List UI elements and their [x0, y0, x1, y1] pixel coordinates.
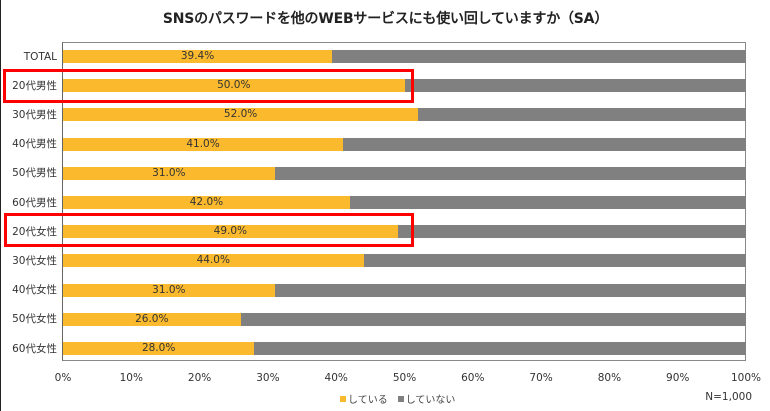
- category-label: 40代男性: [12, 138, 57, 151]
- x-tick-label: 40%: [324, 372, 348, 384]
- bar-segment-no: [404, 79, 746, 93]
- stacked-bar: 50.0%: [63, 79, 746, 93]
- bar-segment-no: [274, 283, 746, 297]
- bar-segment-no: [418, 108, 746, 122]
- category-label: 60代男性: [12, 196, 57, 209]
- stacked-bar: 49.0%: [63, 225, 746, 239]
- x-tick-label: 0%: [54, 372, 72, 384]
- bar-segment-no: [363, 254, 746, 268]
- bar-value-label: 49.0%: [213, 225, 247, 238]
- bar-segment-yes: 42.0%: [63, 196, 350, 209]
- x-tick-label: 50%: [392, 372, 417, 384]
- bar-segment-yes: 26.0%: [63, 312, 241, 326]
- bar-value-label: 28.0%: [141, 342, 176, 354]
- x-tick-label: 30%: [256, 372, 280, 384]
- bar-value-label: 50.0%: [217, 79, 251, 92]
- bar-value-label: 41.0%: [186, 137, 220, 150]
- x-tick-label: 70%: [529, 372, 553, 384]
- stacked-bar: 31.0%: [63, 166, 746, 180]
- legend-item-no: していない: [397, 391, 456, 406]
- bar-segment-yes: 31.0%: [63, 283, 275, 297]
- category-label: 20代女性: [12, 225, 57, 238]
- chart-title: SNSのパスワードを他のWEBサービスにも使い回していますか（SA）: [162, 11, 609, 27]
- bar-segment-no: [343, 137, 746, 151]
- bar-value-label: 39.4%: [180, 50, 215, 62]
- bar-value-label: 26.0%: [135, 312, 169, 325]
- highlight-box-20s-female: [4, 213, 414, 247]
- category-label: 60代女性: [12, 342, 57, 355]
- legend-swatch-no: [397, 395, 404, 402]
- category-label: 40代女性: [12, 284, 57, 297]
- stacked-bar: 31.0%: [63, 283, 746, 297]
- bar-segment-no: [274, 166, 746, 180]
- category-label: 20代男性: [12, 79, 57, 92]
- bar-segment-yes: 39.4%: [63, 50, 333, 63]
- bar-segment-yes: 44.0%: [63, 254, 364, 268]
- x-tick-label: 10%: [119, 372, 143, 384]
- x-tick-label: 20%: [187, 372, 212, 384]
- bar-segment-no: [240, 312, 746, 326]
- stacked-bar: 52.0%: [63, 108, 746, 122]
- category-label: 50代女性: [12, 313, 57, 326]
- x-tick-label: 60%: [461, 372, 485, 384]
- sample-size-label: N=1,000: [705, 391, 752, 403]
- bar-segment-yes: 28.0%: [63, 342, 255, 355]
- stacked-bar: 42.0%: [63, 196, 746, 209]
- legend: している していない: [340, 391, 455, 406]
- bar-segment-yes: 41.0%: [63, 137, 344, 151]
- category-label: 50代男性: [12, 167, 57, 180]
- bar-segment-no: [349, 196, 746, 209]
- stacked-bar: 26.0%: [63, 312, 746, 326]
- highlight-box-20s-male: [3, 69, 414, 103]
- legend-item-yes: している: [340, 391, 388, 406]
- x-tick-label: 80%: [597, 372, 622, 384]
- stacked-bar: 28.0%: [63, 342, 746, 355]
- legend-label-no: していない: [405, 395, 456, 406]
- bar-segment-yes: 31.0%: [63, 166, 275, 180]
- stacked-bar: 41.0%: [63, 137, 746, 151]
- category-label: TOTAL: [23, 50, 57, 63]
- bar-value-label: 42.0%: [189, 196, 224, 208]
- legend-swatch-yes: [340, 395, 346, 402]
- bar-segment-no: [397, 225, 746, 239]
- x-tick-label: 100%: [730, 372, 762, 384]
- bar-value-label: 52.0%: [223, 108, 258, 121]
- x-tick-label: 90%: [666, 372, 690, 384]
- bar-value-label: 44.0%: [196, 254, 230, 267]
- bar-value-label: 31.0%: [152, 283, 186, 296]
- bar-segment-yes: 49.0%: [63, 225, 398, 239]
- stacked-bar: 44.0%: [63, 254, 746, 268]
- category-label: 30代女性: [12, 254, 57, 267]
- legend-label-yes: している: [348, 395, 388, 406]
- bar-segment-yes: 50.0%: [63, 79, 405, 93]
- bar-value-label: 31.0%: [152, 166, 186, 179]
- bar-segment-no: [254, 342, 746, 355]
- stacked-bar: 39.4%: [63, 50, 746, 63]
- category-label: 30代男性: [12, 108, 57, 121]
- bar-segment-no: [332, 50, 746, 63]
- bar-segment-yes: 52.0%: [63, 108, 419, 122]
